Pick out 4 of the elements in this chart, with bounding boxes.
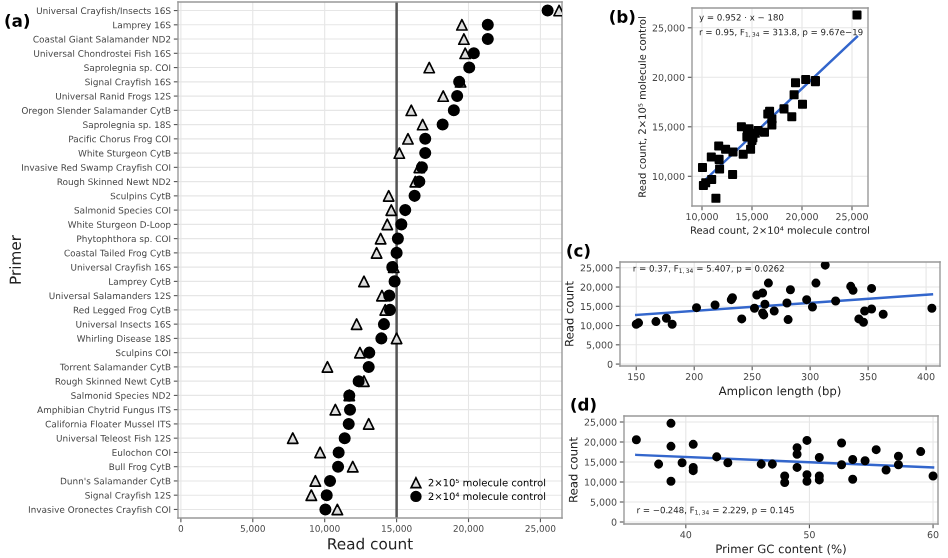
chart-title: (b) [610, 10, 635, 25]
chart-title: (c) [567, 243, 590, 259]
chart-title: (d) [571, 397, 596, 413]
text: (a) [5, 14, 30, 29]
